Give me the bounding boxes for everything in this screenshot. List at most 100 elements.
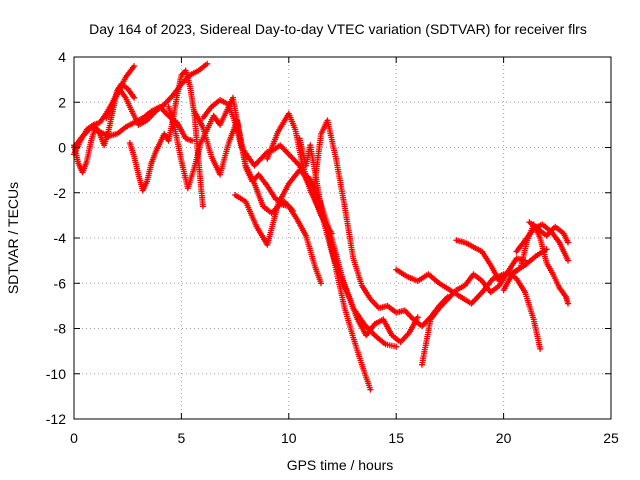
series-trace-15 (453, 237, 544, 352)
data-point (523, 239, 527, 242)
data-point (369, 388, 372, 391)
data-point (545, 234, 548, 237)
data-point (566, 302, 570, 305)
data-point (399, 340, 402, 344)
data-point (201, 116, 205, 120)
data-point (480, 291, 484, 294)
x-tick-label: 25 (603, 430, 619, 446)
data-point (107, 130, 110, 133)
data-point (89, 125, 93, 129)
series-trace-10 (264, 110, 374, 393)
data-point (107, 134, 110, 138)
data-point (276, 130, 280, 133)
data-point (532, 318, 535, 321)
data-point (279, 144, 282, 147)
data-point (173, 128, 177, 131)
series-markers (453, 237, 544, 352)
data-point (330, 250, 333, 253)
data-point (233, 121, 237, 124)
data-point (373, 322, 376, 326)
data-point (128, 141, 132, 145)
data-point (253, 164, 256, 167)
data-point (240, 146, 243, 149)
y-tick-label: -10 (46, 366, 66, 382)
data-point (326, 119, 329, 122)
y-axis-label: SDTVAR / TECUs (5, 182, 21, 294)
data-point (259, 157, 263, 161)
data-point (287, 112, 290, 115)
data-point (463, 241, 467, 244)
data-point (356, 318, 359, 321)
series-markers (126, 67, 206, 210)
x-tick-label: 15 (388, 430, 404, 446)
data-point (188, 85, 192, 88)
data-point (266, 157, 269, 161)
data-point (564, 295, 568, 299)
data-point (489, 263, 492, 267)
series-markers (191, 108, 324, 287)
data-point (566, 259, 570, 262)
data-point (117, 87, 121, 90)
data-point (515, 277, 518, 280)
data-point (459, 295, 462, 299)
data-point (253, 182, 256, 185)
data-point (218, 123, 222, 127)
data-point (130, 110, 134, 113)
data-point (352, 257, 355, 260)
axis-tick-labels: 0 5 10 15 20 25 -12 -10 -8 -6 -4 -2 0 2 4 (46, 49, 619, 446)
data-point (553, 225, 557, 228)
y-tick-label: 4 (58, 49, 66, 65)
data-point (154, 150, 157, 154)
data-point (190, 139, 194, 142)
data-point (523, 291, 527, 294)
data-point (141, 189, 144, 192)
y-tick-label: 0 (58, 140, 66, 156)
data-point (233, 193, 237, 197)
data-point (120, 82, 123, 86)
data-point (124, 76, 127, 79)
data-point (89, 139, 93, 142)
data-point (506, 270, 510, 274)
data-point (416, 279, 419, 283)
data-point (489, 291, 492, 294)
x-tick-label: 0 (70, 430, 78, 446)
data-point (339, 275, 342, 278)
data-point (180, 159, 183, 163)
data-series (71, 60, 571, 393)
data-point (145, 119, 149, 122)
data-point (261, 205, 265, 208)
data-point (551, 273, 555, 276)
data-point (304, 234, 308, 237)
data-point (227, 141, 230, 145)
data-point (319, 132, 323, 136)
data-point (163, 103, 166, 106)
data-point (132, 64, 136, 68)
data-point (212, 114, 215, 118)
data-point (255, 225, 258, 228)
data-point (186, 187, 190, 190)
data-point (266, 184, 269, 188)
data-point (352, 336, 355, 339)
data-point (287, 182, 290, 185)
data-point (111, 101, 114, 104)
data-point (558, 286, 561, 289)
data-point (538, 236, 542, 240)
data-point (472, 245, 475, 249)
series-markers (311, 117, 451, 330)
data-point (244, 200, 248, 203)
data-point (294, 128, 297, 131)
data-point (150, 162, 153, 165)
data-point (197, 69, 200, 72)
data-point (498, 284, 501, 287)
data-point (384, 343, 387, 346)
data-point (377, 306, 381, 310)
data-point (420, 325, 424, 328)
data-point (298, 137, 301, 140)
data-point (403, 309, 406, 312)
data-point (519, 266, 522, 269)
data-point (412, 318, 415, 321)
data-point (102, 144, 106, 147)
data-point (407, 331, 411, 335)
data-point (369, 297, 372, 301)
series-trace-5 (126, 67, 206, 210)
